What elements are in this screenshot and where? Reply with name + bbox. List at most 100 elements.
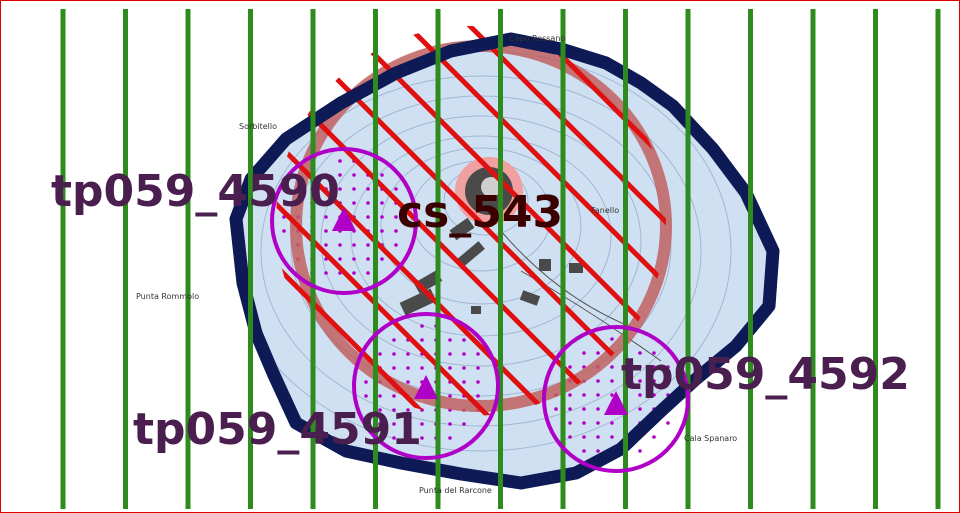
triangle-markers[interactable] [332,207,628,415]
green-stripes [60,9,941,509]
target-dot [596,449,600,453]
target-circle-tp059-4592[interactable] [542,325,690,473]
place-names: Capo Rossano Sorbitello Punta Rommolo Pu… [136,34,737,495]
target-dot [394,229,398,233]
target-dot [352,187,356,191]
target-dot [324,215,328,219]
target-dot [324,271,328,275]
target-dot [364,394,368,398]
target-dot [420,338,424,342]
target-dot [582,449,586,453]
target-dot [366,201,370,205]
target-dot [596,351,600,355]
target-dot [638,407,642,411]
target-dot [610,365,614,369]
target-dot [476,380,480,384]
target-dot [568,435,572,439]
target-dot [338,187,342,191]
target-dot [380,173,384,177]
triangle-marker-icon[interactable] [604,391,628,415]
target-dot [582,421,586,425]
target-dot [392,352,396,356]
target-dot [476,352,480,356]
target-dot [352,243,356,247]
place-label-west: Punta Rommolo [136,292,199,301]
triangle-marker-icon[interactable] [414,375,438,399]
label-tp059-4591[interactable]: tp059_4591 [133,404,422,455]
target-dot [380,215,384,219]
target-dot [394,243,398,247]
target-dot [324,173,328,177]
target-circles[interactable] [270,147,690,473]
target-dot [638,393,642,397]
target-dot [406,352,410,356]
target-dot [378,408,382,412]
target-dot [568,407,572,411]
target-dot [666,379,670,383]
target-dot [568,365,572,369]
target-dot [406,366,410,370]
target-dot [596,435,600,439]
target-dot [392,394,396,398]
target-dot [462,366,466,370]
target-circle-tp059-4591[interactable] [352,312,500,460]
target-dot [638,379,642,383]
target-dot [406,422,410,426]
target-dot [392,422,396,426]
label-tp059-4590[interactable]: tp059_4590 [51,166,340,217]
target-dot [380,201,384,205]
target-dot [448,338,452,342]
target-dot [582,407,586,411]
target-dot [338,257,342,261]
target-dot [666,421,670,425]
feature-labels: tp059_4590 tp059_4591 tp059_4592 cs_543 [51,166,910,455]
hatch-line [276,26,637,416]
target-dot [324,229,328,233]
hatch-line [381,26,666,416]
label-tp059-4592[interactable]: tp059_4592 [621,349,910,400]
label-cs-543[interactable]: cs_543 [397,187,563,238]
target-dot [448,436,452,440]
target-dot [610,435,614,439]
target-dot [366,187,370,191]
target-dot [448,366,452,370]
target-dot [610,393,614,397]
target-dot [392,338,396,342]
target-dot [392,408,396,412]
target-dot [638,351,642,355]
target-dot [406,380,410,384]
target-dot [364,380,368,384]
target-dot [420,422,424,426]
target-dot [352,173,356,177]
target-dot [652,351,656,355]
target-dot [378,352,382,356]
target-dot [568,421,572,425]
target-dot [338,173,342,177]
place-label-northwest: Sorbitello [239,122,277,131]
target-dot [324,201,328,205]
target-circle-tp059-4590[interactable] [270,147,418,295]
target-dot [596,379,600,383]
target-dot [582,393,586,397]
target-dot [462,338,466,342]
target-dot [568,393,572,397]
target-dot [352,271,356,275]
target-dot [652,379,656,383]
hatch-line [505,26,666,416]
target-dot [476,394,480,398]
target-dot [582,351,586,355]
target-dot [352,201,356,205]
hatch-line [276,26,575,416]
target-dot [406,436,410,440]
island-outline[interactable] [229,32,780,490]
hatch-line [443,26,666,416]
target-dot [638,365,642,369]
target-dot [338,159,342,163]
hatch-line [879,1,960,501]
hatch-line [276,26,666,416]
target-dot [282,229,286,233]
target-dot [638,449,642,453]
triangle-marker-icon[interactable] [332,207,356,231]
